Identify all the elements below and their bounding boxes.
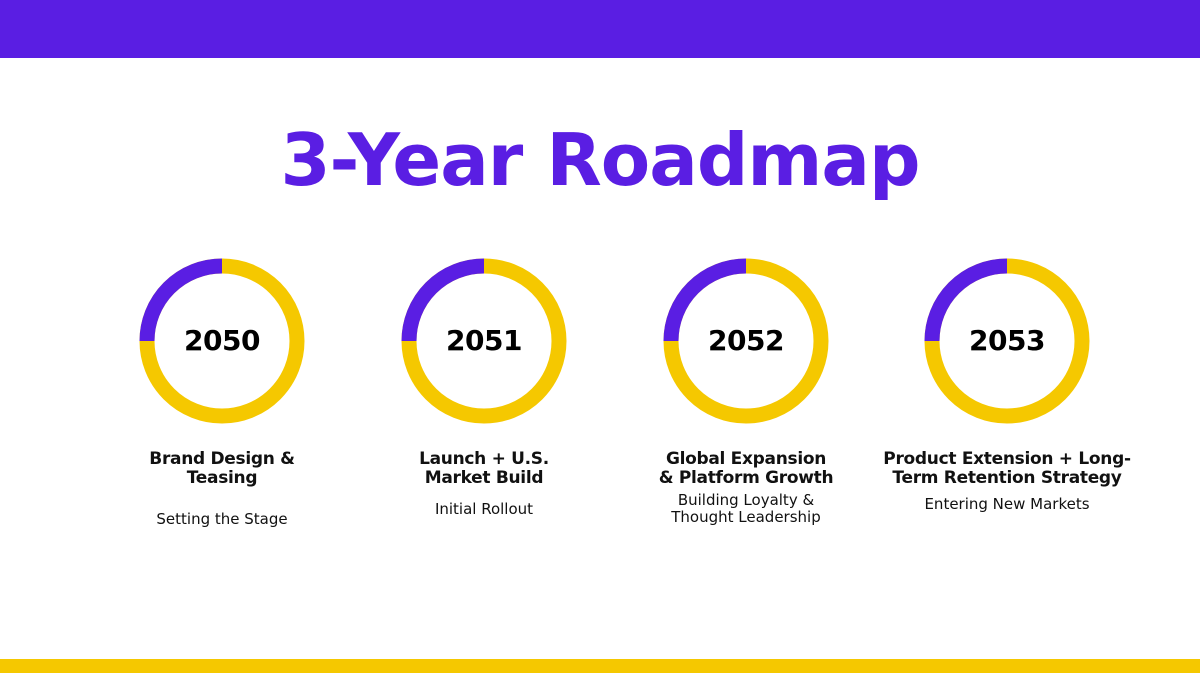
progress-ring: 2051 bbox=[401, 258, 567, 424]
donut-ring-icon bbox=[924, 258, 1090, 424]
donut-ring-icon bbox=[663, 258, 829, 424]
milestone-subtitle: Setting the Stage bbox=[156, 510, 288, 528]
milestone-2051: 2051 Launch + U.S. Market Build Initial … bbox=[344, 258, 624, 518]
progress-ring: 2050 bbox=[139, 258, 305, 424]
milestone-year: 2050 bbox=[184, 324, 260, 357]
milestone-subtitle: Initial Rollout bbox=[434, 500, 534, 518]
milestone-year: 2053 bbox=[969, 324, 1045, 357]
milestone-heading-line-1: Product Extension + Long- bbox=[883, 449, 1131, 469]
donut-ring-icon bbox=[139, 258, 305, 424]
donut-ring-icon bbox=[401, 258, 567, 424]
milestone-2050: 2050 Brand Design & Teasing Setting the … bbox=[82, 258, 362, 528]
progress-ring: 2052 bbox=[663, 258, 829, 424]
milestone-heading-line-2: Term Retention Strategy bbox=[892, 468, 1122, 488]
progress-ring: 2053 bbox=[924, 258, 1090, 424]
milestone-year: 2052 bbox=[708, 324, 784, 357]
milestone-subtitle-line-1: Building Loyalty & bbox=[677, 491, 815, 509]
milestone-heading-line-2: Market Build bbox=[424, 468, 544, 488]
bottom-accent-bar bbox=[0, 659, 1200, 673]
milestone-2052: 2052 Global Expansion & Platform Growth … bbox=[606, 258, 886, 526]
milestone-heading-line-1: Launch + U.S. bbox=[419, 449, 549, 469]
milestone-2053: 2053 Product Extension + Long- Term Rete… bbox=[867, 258, 1147, 513]
milestone-heading-line-1: Brand Design & bbox=[149, 449, 295, 469]
milestone-heading-line-1: Global Expansion bbox=[665, 449, 827, 469]
milestone-subtitle-line-2: Thought Leadership bbox=[671, 508, 821, 526]
milestone-year: 2051 bbox=[446, 324, 522, 357]
milestone-heading-line-2: & Platform Growth bbox=[658, 468, 834, 488]
top-accent-bar bbox=[0, 0, 1200, 58]
milestone-subtitle: Entering New Markets bbox=[924, 495, 1090, 513]
milestone-heading-line-2: Teasing bbox=[186, 468, 258, 488]
slide-title: 3-Year Roadmap bbox=[280, 118, 920, 202]
